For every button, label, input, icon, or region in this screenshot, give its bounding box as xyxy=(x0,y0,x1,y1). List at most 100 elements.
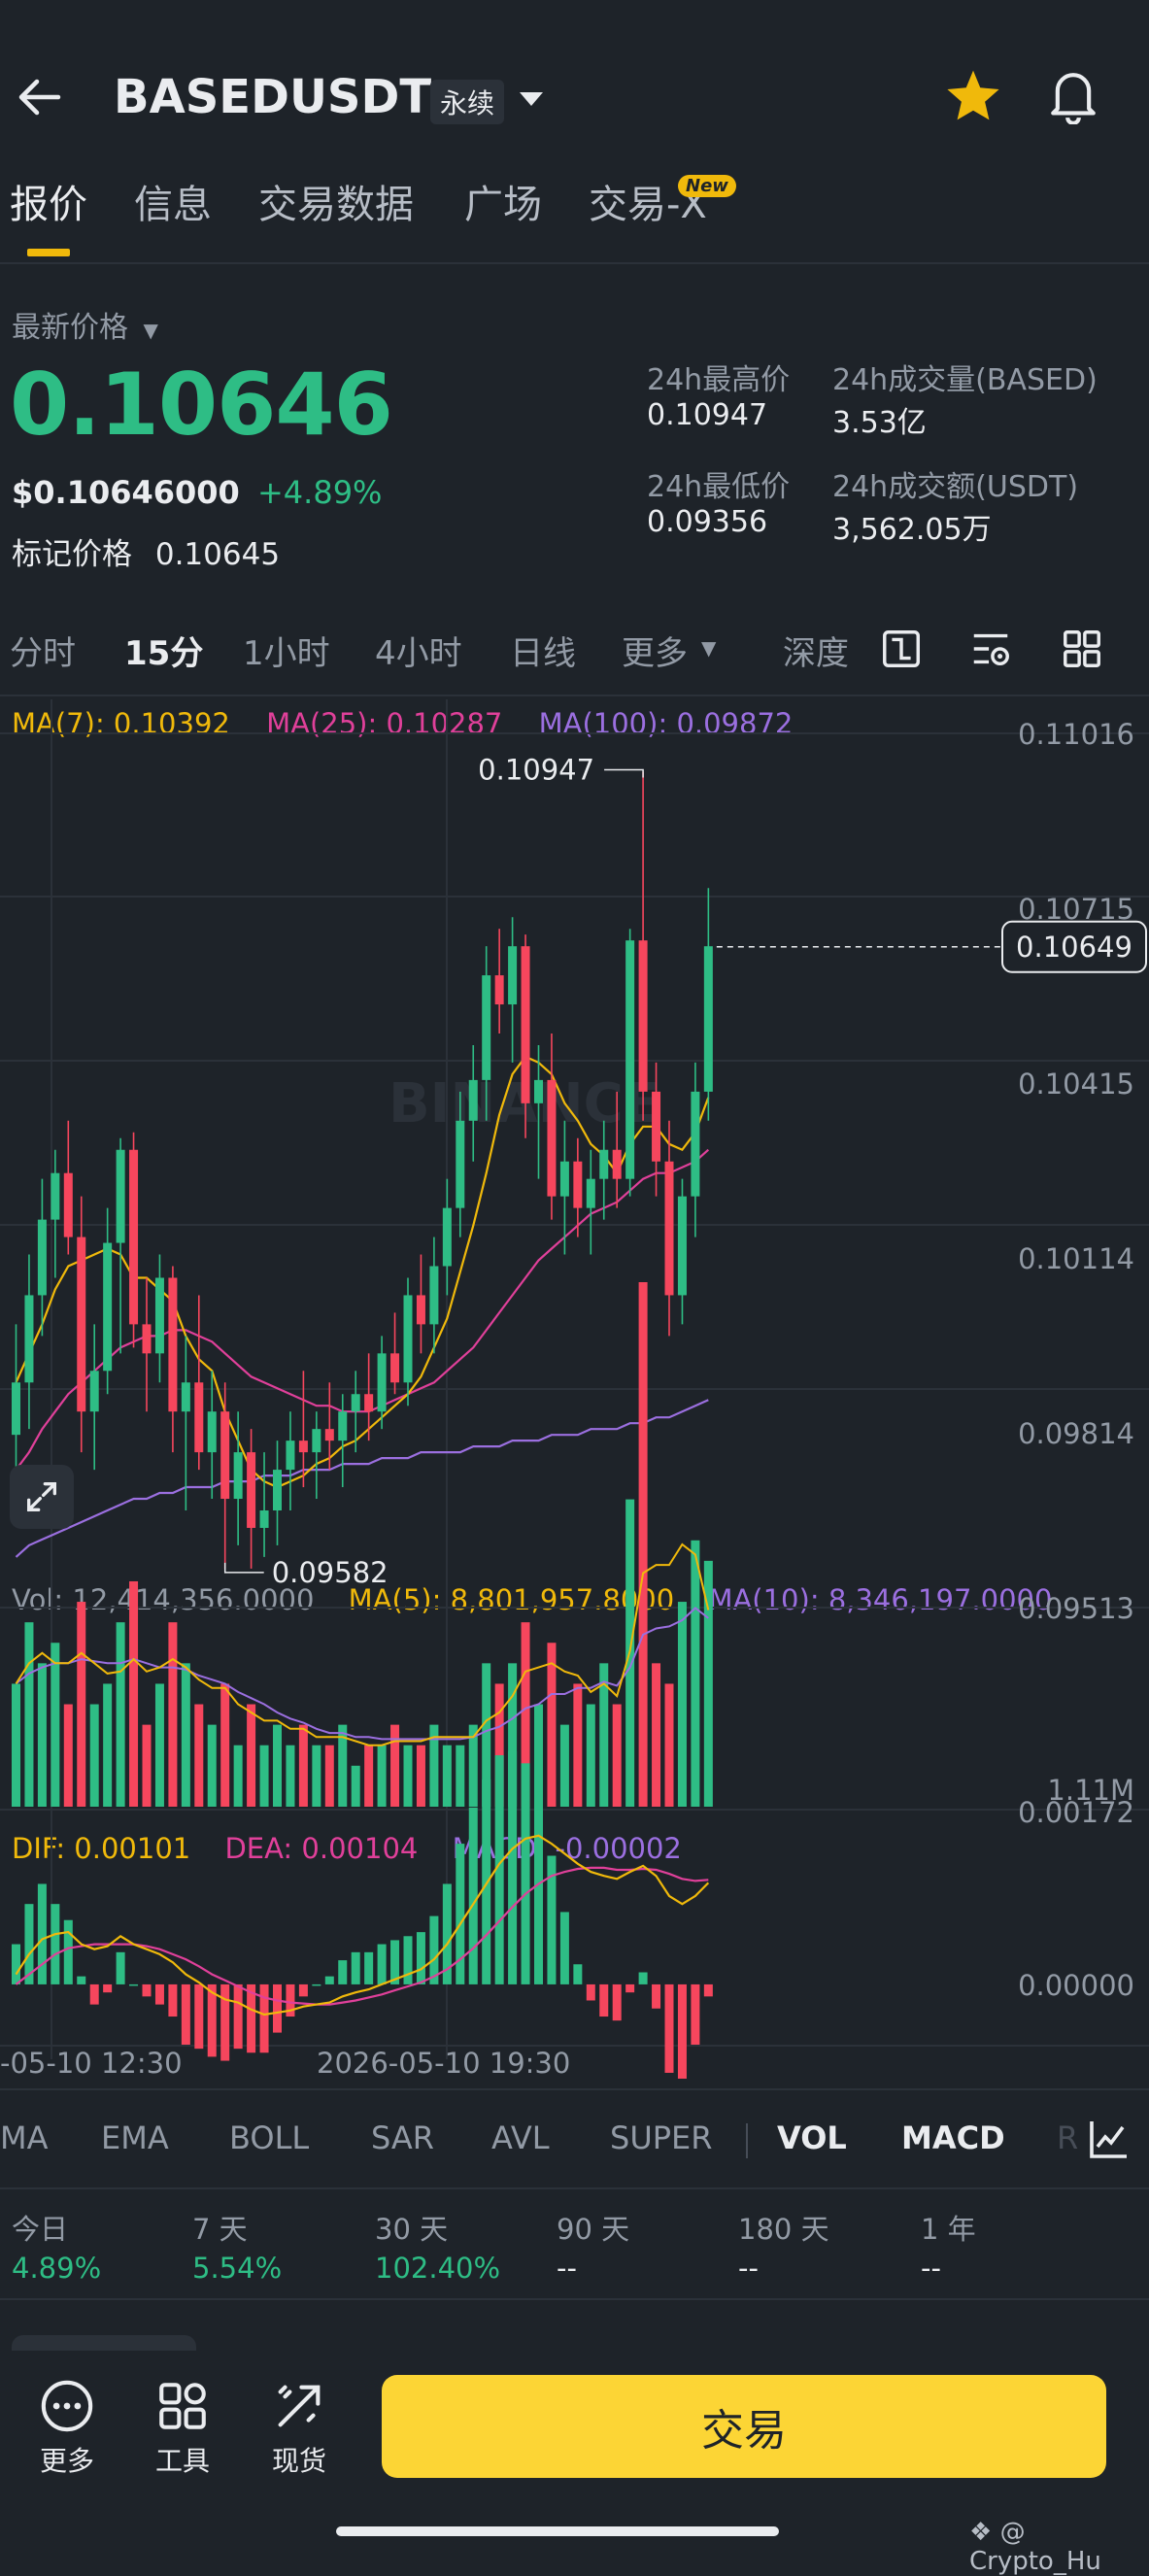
interval-more[interactable]: 更多 xyxy=(622,634,688,673)
tab-info[interactable]: 信息 xyxy=(134,183,212,227)
favorite-star-icon[interactable] xyxy=(945,68,1001,126)
chevron-down-icon[interactable] xyxy=(517,89,546,113)
volume-bar xyxy=(220,1683,230,1807)
volume-bar xyxy=(129,1580,139,1807)
macd-bar xyxy=(129,1983,139,1986)
volume-bar xyxy=(521,1622,530,1807)
indicator-ema[interactable]: EMA xyxy=(101,2119,169,2156)
candle-body xyxy=(286,1441,295,1471)
performance-divider xyxy=(0,2298,1149,2300)
current-price-tag-text: 0.10649 xyxy=(1016,931,1132,964)
candle-body xyxy=(559,1161,569,1197)
volume-bar xyxy=(547,1643,557,1807)
indicator-rsi[interactable]: R xyxy=(1057,2119,1079,2156)
bell-icon[interactable] xyxy=(1046,66,1100,128)
macd-bar xyxy=(416,1932,425,1984)
indicator-divider-bottom xyxy=(0,2187,1149,2189)
volume-bar xyxy=(390,1724,400,1807)
candle-body xyxy=(573,1161,583,1208)
candle-body xyxy=(129,1149,139,1325)
spot-label: 现货 xyxy=(271,2445,326,2477)
macd-bar xyxy=(691,1983,700,2045)
volume-bar xyxy=(168,1622,178,1807)
low-marker: 0.09582 xyxy=(272,1556,389,1589)
indicator-settings-icon[interactable] xyxy=(967,627,1014,675)
candle-body xyxy=(456,1120,465,1208)
interval-1d[interactable]: 日线 xyxy=(510,634,576,673)
low-marker-line xyxy=(223,1562,264,1574)
dea-legend: DEA: 0.00104 xyxy=(224,1832,419,1865)
indicator-macd[interactable]: MACD xyxy=(901,2119,1005,2156)
trade-button[interactable]: 交易 xyxy=(382,2375,1106,2478)
volume-bar xyxy=(273,1724,282,1807)
macd-bar xyxy=(652,1983,661,2009)
interval-1h[interactable]: 1小时 xyxy=(243,634,330,673)
candle-body xyxy=(612,1149,622,1179)
candle-body xyxy=(521,946,530,1103)
volume-bar xyxy=(12,1683,20,1807)
price-type-selector[interactable]: 最新价格 ▼ xyxy=(12,303,158,346)
candle-body xyxy=(599,1149,609,1179)
tools-button[interactable]: 工具 xyxy=(139,2378,226,2479)
candle-body xyxy=(247,1452,256,1528)
macd-bar xyxy=(559,1912,569,1984)
contract-type-badge: 永续 xyxy=(430,80,505,124)
low-24h-label: 24h最低价 xyxy=(647,470,791,504)
volume-bar xyxy=(51,1643,60,1807)
back-arrow-icon[interactable] xyxy=(10,68,68,126)
macd-legend: DIF: 0.00101 DEA: 0.00104 MACD: -0.00002 xyxy=(12,1832,682,1865)
volume-bar xyxy=(77,1602,86,1807)
candle-body xyxy=(691,1091,700,1197)
volume-bar xyxy=(377,1745,387,1807)
perf-30d-value: 102.40% xyxy=(375,2252,501,2285)
expand-chart-icon[interactable] xyxy=(10,1465,74,1529)
macd-bar xyxy=(364,1951,374,1984)
tab-quote[interactable]: 报价 xyxy=(10,183,87,227)
interval-15m[interactable]: 15分 xyxy=(124,634,204,673)
candle-body xyxy=(534,1079,543,1103)
depth-tab[interactable]: 深度 xyxy=(783,634,849,673)
spot-button[interactable]: 现货 xyxy=(255,2378,343,2479)
layout-grid-icon[interactable] xyxy=(1060,627,1104,675)
candle-body xyxy=(324,1429,334,1441)
perf-today-label: 今日 xyxy=(12,2213,69,2246)
indicator-boll[interactable]: BOLL xyxy=(229,2119,310,2156)
candle-body xyxy=(429,1266,439,1325)
perf-today-value: 4.89% xyxy=(12,2252,102,2285)
price-change: +4.89% xyxy=(256,474,383,511)
volume-bar xyxy=(233,1745,243,1807)
tab-trade-data[interactable]: 交易数据 xyxy=(258,183,414,227)
candle-body xyxy=(142,1324,152,1354)
indicator-divider-top xyxy=(0,2088,1149,2090)
tab-square[interactable]: 广场 xyxy=(464,183,542,227)
more-button[interactable]: 更多 xyxy=(23,2378,111,2479)
volume-bar xyxy=(89,1704,99,1807)
indicator-chart-icon[interactable] xyxy=(1080,2116,1138,2166)
candle-body xyxy=(638,940,648,1092)
time-axis-label: -05-10 12:30 xyxy=(0,2047,183,2079)
indicator-ma[interactable]: MA xyxy=(0,2119,49,2156)
chart-settings-icon[interactable] xyxy=(879,627,924,675)
volume-bar xyxy=(103,1683,113,1807)
indicator-super[interactable]: SUPER xyxy=(610,2119,713,2156)
volume-bar xyxy=(403,1745,413,1807)
vol-base-value: 3.53亿 xyxy=(832,406,927,440)
indicator-vol[interactable]: VOL xyxy=(777,2119,847,2156)
macd-bar xyxy=(703,1983,713,1997)
symbol-title[interactable]: BASEDUSDT xyxy=(114,70,432,124)
candle-body xyxy=(37,1219,47,1296)
volume-bar xyxy=(142,1724,152,1807)
volume-bar xyxy=(259,1745,269,1807)
volume-bar xyxy=(691,1540,700,1807)
indicator-sar[interactable]: SAR xyxy=(371,2119,435,2156)
candle-body xyxy=(220,1411,230,1500)
vol-usdt-value: 3,562.05万 xyxy=(832,513,992,547)
trade-button-label: 交易 xyxy=(701,2406,787,2456)
candlestick-chart[interactable]: BINANCE 0.110160.107150.104150.101140.09… xyxy=(0,680,1149,2079)
macd-bar xyxy=(456,1844,465,1984)
time-axis-label: 2026-05-10 19:30 xyxy=(317,2047,570,2079)
indicator-avl[interactable]: AVL xyxy=(491,2119,550,2156)
interval-4h[interactable]: 4小时 xyxy=(375,634,462,673)
interval-timeline[interactable]: 分时 xyxy=(10,634,76,673)
candle-body xyxy=(351,1394,360,1412)
